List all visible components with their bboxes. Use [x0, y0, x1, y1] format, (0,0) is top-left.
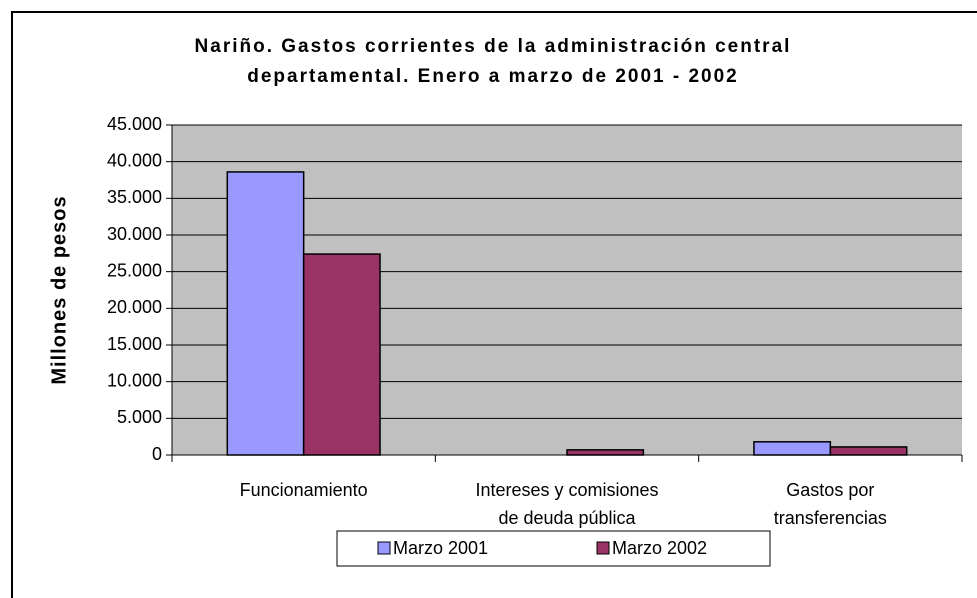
x-tick-label: Intereses y comisiones de deuda pública	[475, 480, 659, 528]
bar	[302, 253, 381, 456]
y-tick-label: 40.000	[107, 150, 162, 170]
y-tick-label: 0	[152, 444, 162, 464]
y-tick-label: 15.000	[107, 334, 162, 354]
y-tick-label: 10.000	[107, 370, 162, 390]
y-tick-label: 25.000	[107, 260, 162, 280]
legend-swatch	[377, 541, 391, 555]
y-tick-label: 45.000	[107, 114, 162, 134]
legend-swatch	[596, 541, 610, 555]
bar	[566, 449, 645, 456]
x-tick-label: Gastos por transferencias	[773, 480, 887, 528]
y-tick-label: 35.000	[107, 187, 162, 207]
bar	[829, 446, 908, 456]
legend-box	[336, 530, 771, 567]
y-tick-label: 30.000	[107, 224, 162, 244]
y-axis-label: Millones de pesos	[48, 195, 70, 384]
bar	[226, 171, 305, 456]
y-tick-label: 5.000	[117, 407, 162, 427]
y-tick-label: 20.000	[107, 297, 162, 317]
legend-label: Marzo 2002	[612, 538, 707, 558]
x-tick-label: Funcionamiento	[239, 480, 368, 500]
legend-label: Marzo 2001	[393, 538, 488, 558]
bar	[753, 441, 832, 456]
chart-title: Nariño. Gastos corrientes de la administ…	[194, 36, 792, 87]
